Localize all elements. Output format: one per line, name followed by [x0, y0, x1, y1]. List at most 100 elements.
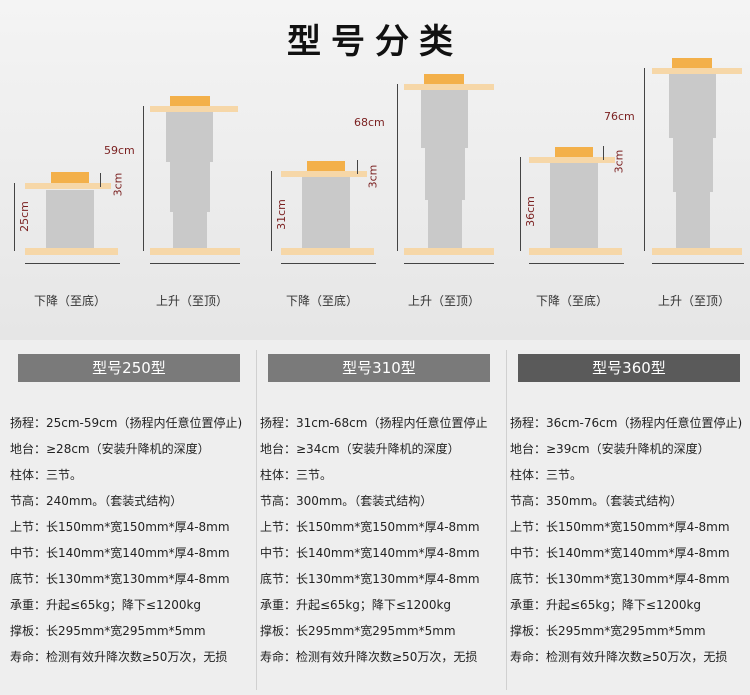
dimension-label: 59cm — [104, 144, 135, 157]
spec-row: 底节：长130mm*宽130mm*厚4-8mm — [260, 572, 480, 586]
column-section — [425, 148, 465, 200]
dimension-label: 31cm — [274, 199, 288, 230]
dimension-line — [150, 263, 240, 264]
dimension-line — [520, 157, 521, 251]
dimension-line — [652, 263, 744, 264]
column-section — [421, 90, 468, 148]
column-section — [550, 163, 598, 248]
spec-list: 扬程：36cm-76cm（扬程内任意位置停止) 地台：≥39cm（安装升降机的深… — [510, 410, 742, 670]
spec-row: 撑板：长295mm*宽295mm*5mm — [510, 624, 706, 638]
spec-row: 承重：升起≤65kg；降下≤1200kg — [10, 598, 202, 612]
spec-row: 地台：≥28cm（安装升降机的深度） — [10, 442, 210, 456]
spec-row: 扬程：25cm-59cm（扬程内任意位置停止) — [10, 416, 243, 430]
dimension-line — [404, 263, 494, 264]
spec-list: 扬程：31cm-68cm（扬程内任意位置停止 地台：≥34cm（安装升降机的深度… — [260, 410, 487, 670]
up-label: 上升（至顶） — [156, 294, 229, 308]
diagram-area: 型号分类 25cm 3cm 下降（至底） 59cm 上升（至顶） 31cm 3c… — [0, 0, 750, 340]
top-cap — [555, 147, 593, 157]
model-column: 型号250型 扬程：25cm-59cm（扬程内任意位置停止) 地台：≥28cm（… — [8, 340, 258, 695]
base-plate — [150, 248, 240, 255]
spec-list: 扬程：25cm-59cm（扬程内任意位置停止) 地台：≥28cm（安装升降机的深… — [10, 410, 242, 670]
spec-row: 上节：长150mm*宽150mm*厚4-8mm — [510, 520, 730, 534]
base-plate — [404, 248, 494, 255]
model-header: 型号360型 — [518, 354, 740, 382]
up-label: 上升（至顶） — [658, 294, 731, 308]
model-header: 型号250型 — [18, 354, 240, 382]
spec-row: 寿命：检测有效升降次数≥50万次，无损 — [10, 650, 228, 664]
top-cap — [672, 58, 712, 68]
spec-row: 撑板：长295mm*宽295mm*5mm — [260, 624, 456, 638]
top-plate — [404, 84, 494, 90]
base-plate — [25, 248, 118, 255]
column-section — [676, 192, 710, 248]
column-divider — [256, 350, 257, 690]
up-label: 上升（至顶） — [408, 294, 481, 308]
spec-row: 节高：240mm。（套装式结构） — [10, 494, 183, 508]
column-section — [173, 212, 207, 248]
column-divider — [506, 350, 507, 690]
spec-row: 上节：长150mm*宽150mm*厚4-8mm — [10, 520, 230, 534]
dimension-line — [281, 263, 376, 264]
spec-row: 底节：长130mm*宽130mm*厚4-8mm — [510, 572, 730, 586]
spec-row: 寿命：检测有效升降次数≥50万次，无损 — [260, 650, 478, 664]
dimension-line — [603, 146, 604, 160]
top-cap — [424, 74, 464, 84]
spec-row: 底节：长130mm*宽130mm*厚4-8mm — [10, 572, 230, 586]
dimension-line — [25, 263, 120, 264]
spec-row: 地台：≥39cm（安装升降机的深度） — [510, 442, 710, 456]
top-cap — [51, 172, 89, 183]
down-label: 下降（至底） — [286, 294, 359, 308]
dimension-line — [397, 84, 398, 251]
top-plate — [25, 183, 111, 189]
dimension-label: 68cm — [354, 116, 385, 129]
spec-row: 中节：长140mm*宽140mm*厚4-8mm — [260, 546, 480, 560]
spec-row: 节高：300mm。（套装式结构） — [260, 494, 433, 508]
spec-row: 柱体：三节。 — [510, 468, 583, 482]
down-label: 下降（至底） — [34, 294, 107, 308]
spec-row: 承重：升起≤65kg；降下≤1200kg — [260, 598, 452, 612]
column-section — [428, 200, 462, 248]
down-label: 下降（至底） — [536, 294, 609, 308]
spec-row: 中节：长140mm*宽140mm*厚4-8mm — [10, 546, 230, 560]
spec-row: 寿命：检测有效升降次数≥50万次，无损 — [510, 650, 728, 664]
top-plate — [281, 171, 367, 177]
top-plate — [529, 157, 615, 163]
spec-row: 节高：350mm。（套装式结构） — [510, 494, 683, 508]
base-plate — [652, 248, 742, 255]
dimension-line — [529, 263, 624, 264]
top-plate — [150, 106, 238, 112]
dimension-label: 3cm — [612, 149, 626, 174]
dimension-line — [100, 173, 101, 187]
column-section — [166, 112, 213, 162]
column-section — [302, 177, 350, 248]
base-plate — [281, 248, 374, 255]
spec-row: 扬程：31cm-68cm（扬程内任意位置停止 — [260, 416, 488, 430]
spec-row: 柱体：三节。 — [10, 468, 83, 482]
model-header: 型号310型 — [268, 354, 490, 382]
spec-row: 承重：升起≤65kg；降下≤1200kg — [510, 598, 702, 612]
spec-row: 地台：≥34cm（安装升降机的深度） — [260, 442, 460, 456]
spec-row: 中节：长140mm*宽140mm*厚4-8mm — [510, 546, 730, 560]
spec-row: 上节：长150mm*宽150mm*厚4-8mm — [260, 520, 480, 534]
dimension-line — [14, 183, 15, 251]
spec-row: 柱体：三节。 — [260, 468, 333, 482]
column-section — [673, 138, 713, 192]
base-plate — [529, 248, 622, 255]
column-section — [170, 162, 210, 212]
dimension-label: 3cm — [366, 164, 380, 189]
spec-row: 撑板：长295mm*宽295mm*5mm — [10, 624, 206, 638]
top-cap — [307, 161, 345, 171]
top-plate — [652, 68, 742, 74]
dimension-line — [143, 106, 144, 251]
page-title: 型号分类 — [287, 22, 463, 62]
model-column: 型号360型 扬程：36cm-76cm（扬程内任意位置停止) 地台：≥39cm（… — [508, 340, 750, 695]
spec-table: 型号250型 扬程：25cm-59cm（扬程内任意位置停止) 地台：≥28cm（… — [0, 340, 750, 695]
dimension-label: 3cm — [111, 172, 125, 197]
spec-row: 扬程：36cm-76cm（扬程内任意位置停止) — [510, 416, 743, 430]
model-column: 型号310型 扬程：31cm-68cm（扬程内任意位置停止 地台：≥34cm（安… — [258, 340, 508, 695]
top-cap — [170, 96, 210, 106]
column-section — [46, 190, 94, 248]
dimension-line — [644, 68, 645, 251]
dimension-label: 25cm — [17, 201, 31, 232]
dimension-label: 36cm — [523, 196, 537, 227]
